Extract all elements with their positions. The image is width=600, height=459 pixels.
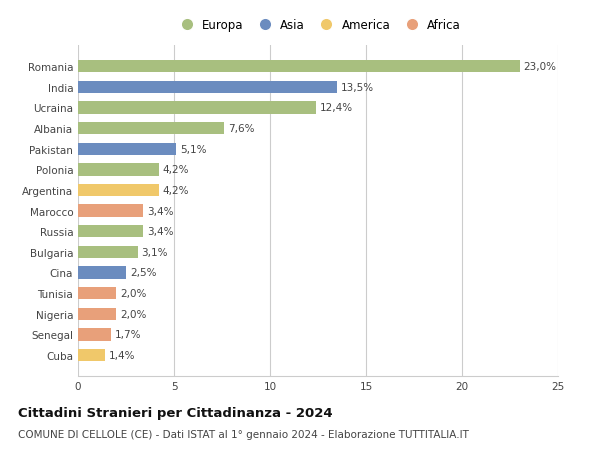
Bar <box>78 308 116 320</box>
Text: 1,7%: 1,7% <box>115 330 141 340</box>
Bar <box>78 185 158 197</box>
Text: 3,4%: 3,4% <box>147 227 173 237</box>
Text: 2,5%: 2,5% <box>130 268 157 278</box>
Bar <box>78 329 110 341</box>
Bar <box>78 82 337 94</box>
Bar <box>78 349 105 361</box>
Bar <box>78 164 158 176</box>
Text: 5,1%: 5,1% <box>180 145 206 154</box>
Bar <box>78 267 126 279</box>
Text: Cittadini Stranieri per Cittadinanza - 2024: Cittadini Stranieri per Cittadinanza - 2… <box>18 406 332 419</box>
Text: 23,0%: 23,0% <box>523 62 556 72</box>
Text: 3,1%: 3,1% <box>142 247 168 257</box>
Text: 12,4%: 12,4% <box>320 103 353 113</box>
Bar <box>78 287 116 300</box>
Bar <box>78 205 143 217</box>
Text: 1,4%: 1,4% <box>109 350 135 360</box>
Text: 4,2%: 4,2% <box>163 185 189 196</box>
Text: 2,0%: 2,0% <box>120 309 146 319</box>
Bar <box>78 123 224 135</box>
Bar <box>78 246 137 258</box>
Bar <box>78 61 520 73</box>
Text: 2,0%: 2,0% <box>120 288 146 298</box>
Text: 3,4%: 3,4% <box>147 206 173 216</box>
Bar <box>78 225 143 238</box>
Bar <box>78 143 176 156</box>
Legend: Europa, Asia, America, Africa: Europa, Asia, America, Africa <box>170 14 466 37</box>
Text: 13,5%: 13,5% <box>341 83 374 93</box>
Text: 7,6%: 7,6% <box>228 124 254 134</box>
Text: 4,2%: 4,2% <box>163 165 189 175</box>
Text: COMUNE DI CELLOLE (CE) - Dati ISTAT al 1° gennaio 2024 - Elaborazione TUTTITALIA: COMUNE DI CELLOLE (CE) - Dati ISTAT al 1… <box>18 429 469 439</box>
Bar <box>78 102 316 114</box>
